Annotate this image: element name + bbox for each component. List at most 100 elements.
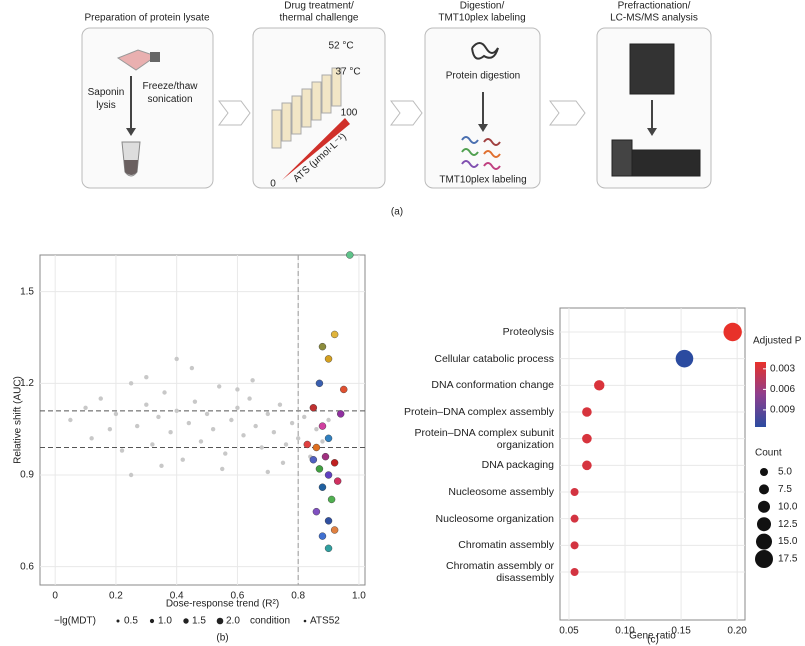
y-tick-label: Chromatin assembly or disassembly: [446, 560, 554, 584]
y-tick-label: Proteolysis: [502, 326, 554, 338]
legend-size: [183, 618, 189, 624]
tube: [301, 88, 312, 128]
step-box: [81, 27, 214, 189]
point: [229, 417, 234, 423]
colorbar-label: 0.009: [770, 405, 795, 416]
point: [192, 399, 198, 404]
peptide: [461, 160, 479, 168]
instrument: [611, 139, 633, 177]
step-text: 0: [270, 179, 276, 190]
colorbar-label: 0.003: [770, 363, 795, 374]
dot: [582, 460, 592, 471]
highlight-point: [309, 404, 318, 412]
x-axis-label: Gene ratio: [629, 631, 676, 642]
y-axis-label: Relative shift (AUC): [13, 376, 24, 464]
point: [320, 439, 325, 444]
y-tick-label: 0.9: [20, 470, 34, 481]
colorbar: [755, 362, 766, 427]
highlight-point: [346, 251, 354, 259]
legend-title: Count: [755, 448, 782, 459]
point: [113, 411, 119, 417]
point: [150, 442, 155, 447]
step-title: Preparation of protein lysate: [84, 13, 210, 24]
legend-title: −lg(MDT): [54, 616, 96, 627]
legend-label: 0.5: [124, 616, 138, 627]
peptide: [461, 148, 479, 156]
point: [271, 430, 277, 435]
instrument: [629, 43, 675, 95]
legend-size: [756, 533, 772, 550]
y-tick-label: DNA conformation change: [431, 379, 554, 392]
arrow-head: [478, 124, 488, 132]
point: [128, 472, 134, 478]
step-text: 52 °C: [328, 41, 353, 52]
legend-label: 15.0: [778, 536, 798, 547]
peptide: [461, 136, 479, 144]
point: [220, 466, 225, 472]
legend-size: [149, 618, 155, 624]
highlight-point: [330, 526, 339, 534]
highlight-point: [318, 342, 327, 351]
y-tick-label: Protein–DNA complex assembly: [404, 406, 554, 418]
highlight-point: [340, 385, 348, 394]
instrument: [631, 149, 701, 177]
highlight-point: [312, 443, 321, 452]
step-title: Digestion/: [460, 1, 505, 12]
legend-label: 1.5: [192, 616, 206, 627]
point: [247, 396, 252, 401]
point: [174, 408, 179, 414]
step-text: TMT10plex labeling: [439, 175, 526, 186]
step-title: LC-MS/MS analysis: [610, 13, 698, 24]
highlight-point: [330, 330, 339, 339]
point: [277, 402, 283, 407]
point: [98, 396, 103, 401]
dot: [570, 514, 579, 523]
legend-label: 1.0: [158, 616, 172, 627]
y-tick-label: Nucleosome assembly: [448, 486, 554, 498]
legend-size: [757, 517, 771, 532]
legend-size: [216, 617, 224, 625]
x-axis-label: Dose-response trend (R²): [166, 599, 279, 610]
point: [241, 433, 246, 438]
legend-swatch: [303, 619, 307, 623]
point: [326, 417, 331, 423]
dot: [675, 349, 694, 368]
point: [250, 378, 255, 383]
point: [144, 402, 149, 407]
point: [168, 430, 173, 435]
legend-size: [758, 500, 770, 513]
x-tick-label: 0.4: [170, 591, 184, 602]
point: [119, 448, 125, 453]
flask-cap: [150, 52, 160, 62]
point: [265, 411, 271, 417]
highlight-point: [315, 465, 324, 473]
step-text: 100: [341, 108, 358, 119]
highlight-point: [324, 434, 333, 443]
point: [223, 451, 228, 456]
point: [107, 426, 113, 432]
peptide: [483, 150, 501, 158]
highlight-point: [337, 410, 345, 418]
tube: [321, 74, 332, 114]
x-tick-label: 0.8: [291, 591, 305, 602]
y-tick-label: Protein–DNA complex subunit organization: [414, 426, 555, 451]
point: [162, 390, 167, 395]
dot: [582, 433, 592, 444]
chevron: [218, 100, 251, 126]
step-title: TMT10plex labeling: [438, 13, 525, 24]
dot: [582, 407, 592, 417]
highlight-point: [309, 456, 318, 464]
point: [89, 436, 94, 441]
highlight-point: [330, 459, 339, 467]
point: [280, 460, 286, 465]
y-tick-label: DNA packaging: [481, 459, 554, 472]
y-tick-label: Cellular catabolic process: [434, 352, 554, 365]
legend-size: [759, 484, 769, 495]
panel-caption: (c): [647, 635, 659, 646]
point: [259, 445, 264, 450]
peptide: [483, 162, 501, 170]
point: [144, 375, 149, 380]
highlight-point: [324, 471, 333, 479]
